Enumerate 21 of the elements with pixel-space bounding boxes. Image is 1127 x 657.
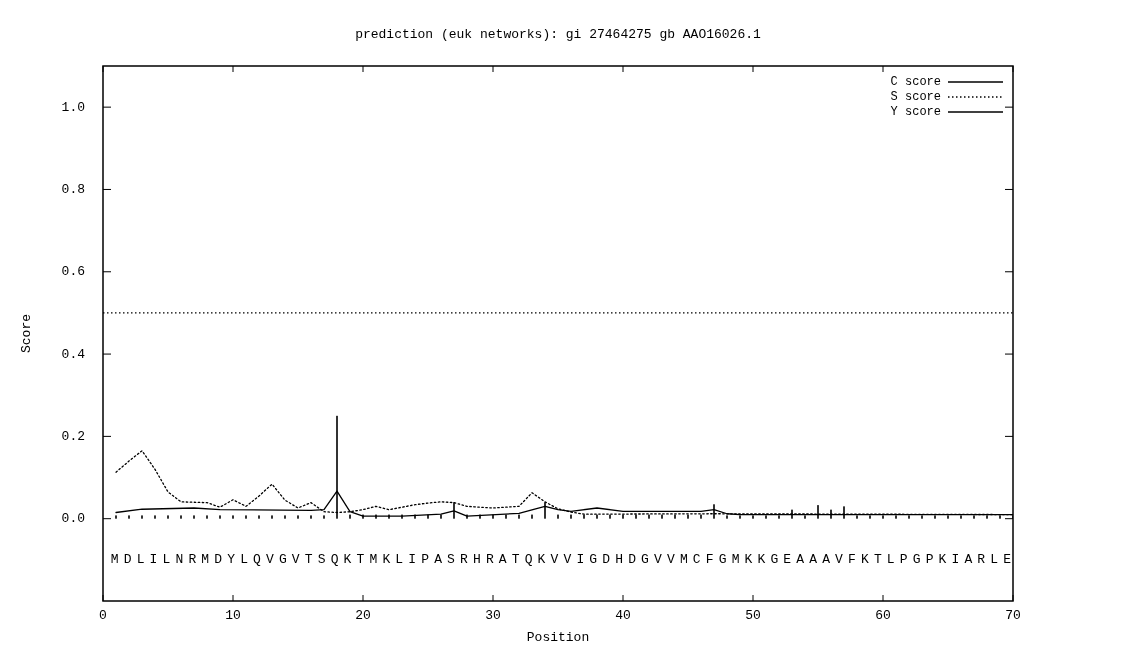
x-tick-label: 10 — [225, 608, 241, 623]
y-tick-label: 0.6 — [61, 264, 85, 280]
x-tick-label: 30 — [485, 608, 501, 623]
x-tick-label: 0 — [99, 608, 107, 623]
chart-title: prediction (euk networks): gi 27464275 gb AAO16026.1 — [355, 27, 762, 42]
legend-label: C score — [890, 75, 941, 90]
x-tick-label: 50 — [745, 608, 761, 623]
y-tick-label: 0.8 — [61, 181, 85, 197]
y-tick-label: 0.2 — [61, 428, 85, 444]
y-axis-title: Score — [19, 313, 34, 354]
x-tick-label: 20 — [355, 608, 371, 623]
x-axis-title: Position — [526, 630, 590, 645]
legend-label: S score — [890, 90, 941, 105]
x-tick-label: 40 — [615, 608, 631, 623]
y-tick-label: 0.0 — [61, 511, 85, 527]
x-tick-label: 60 — [875, 608, 891, 623]
legend-label: Y score — [890, 105, 941, 120]
annotation: MDLILNRMDYLQVGVTSQKTMKLIPASRHRATQKVVIGDHDGVVMCFGMKKGEAAAVFKTLPGPKIARLE — [110, 552, 1012, 568]
y-tick-label: 1.0 — [61, 99, 85, 115]
x-tick-label: 70 — [1005, 608, 1021, 623]
y-tick-label: 0.4 — [61, 346, 86, 362]
